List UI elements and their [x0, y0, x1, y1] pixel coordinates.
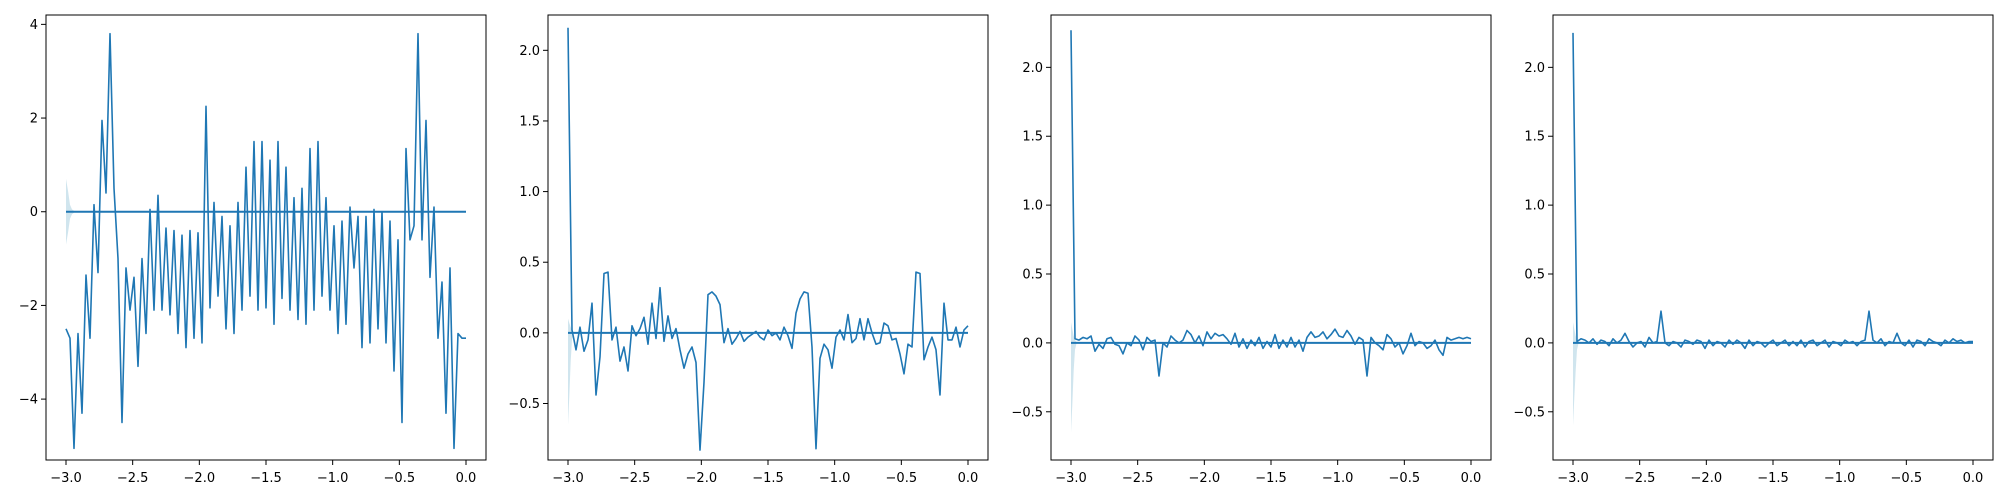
y-tick-label: 1.5	[1022, 130, 1043, 145]
y-tick-label: 2.0	[1022, 61, 1043, 76]
x-tick-label: 0.0	[1461, 471, 1482, 486]
subplot-3: −3.0 −2.5 −2.0 −1.5 −1.0 −0.5 0.0 −0.5 0.0 0.5 1.0…	[1011, 14, 1492, 486]
y-tick-label: 1.0	[1022, 199, 1043, 214]
y-tick-label: −0.5	[508, 397, 540, 412]
x-tick-label: −1.5	[1255, 471, 1287, 486]
uncertainty-band	[568, 318, 574, 425]
y-tick-label: 2.0	[519, 44, 540, 59]
subplot-4: −3.0 −2.5 −2.0 −1.5 −1.0 −0.5 0.0 −0.5 0.0 0.5 1.0…	[1513, 14, 1994, 486]
x-tick-label: −0.5	[384, 471, 416, 486]
subplot-2: −3.0 −2.5 −2.0 −1.5 −1.0 −0.5 0.0 −0.5 0.0 0.5 1.0…	[508, 14, 989, 486]
y-tick-label: 0.5	[1524, 268, 1545, 283]
series-line-noisy	[1572, 32, 1973, 350]
axes-frame	[1552, 14, 1994, 461]
y-tick-label: 2	[30, 112, 38, 127]
y-tick-label: 1.5	[1524, 130, 1545, 145]
x-tick-label: −0.5	[1891, 471, 1923, 486]
x-tick-label: 0.0	[1963, 471, 1984, 486]
x-tick-label: −2.5	[619, 471, 651, 486]
y-tick-label: 4	[30, 18, 38, 33]
x-tick-label: −2.0	[184, 471, 216, 486]
subplot-1: −3.0 −2.5 −2.0 −1.5 −1.0 −0.5 0.0 −4 −2 0 2 4	[19, 14, 487, 486]
y-tick-label: −0.5	[1513, 405, 1545, 420]
x-tick-label: −3.0	[1055, 471, 1087, 486]
y-tick-label: 1.5	[519, 114, 540, 129]
uncertainty-band	[1573, 322, 1579, 426]
x-tick-label: −0.5	[1389, 471, 1421, 486]
x-tick-label: −2.5	[1624, 471, 1656, 486]
y-tick-label: 0.0	[519, 326, 540, 341]
x-tick-label: −1.5	[752, 471, 784, 486]
y-tick-label: 0.5	[519, 256, 540, 271]
y-tick-label: 0.0	[1022, 336, 1043, 351]
y-tick-label: −4	[19, 393, 38, 408]
x-tick-label: −0.5	[886, 471, 918, 486]
x-tick-label: −1.5	[250, 471, 282, 486]
y-tick-label: 1.0	[1524, 199, 1545, 214]
x-tick-label: −1.0	[1322, 471, 1354, 486]
x-tick-label: −2.5	[1122, 471, 1154, 486]
x-tick-label: −2.0	[1189, 471, 1221, 486]
series-line-noisy	[1070, 30, 1472, 377]
x-tick-label: 0.0	[456, 471, 477, 486]
series-line-noisy	[567, 27, 969, 451]
x-tick-label: −3.0	[552, 471, 584, 486]
y-tick-label: −2	[19, 299, 38, 314]
x-tick-label: −2.0	[686, 471, 718, 486]
y-tick-label: 0.0	[1524, 336, 1545, 351]
y-tick-label: 2.0	[1524, 61, 1545, 76]
x-tick-label: −2.5	[117, 471, 149, 486]
x-tick-label: −1.5	[1757, 471, 1789, 486]
x-tick-label: −1.0	[317, 471, 349, 486]
axes-frame	[547, 14, 989, 461]
y-tick-label: 1.0	[519, 185, 540, 200]
y-tick-label: 0	[30, 205, 38, 220]
x-tick-label: −1.0	[819, 471, 851, 486]
x-tick-label: −1.0	[1824, 471, 1856, 486]
axes-frame	[1050, 14, 1492, 461]
series-line-noisy	[65, 32, 466, 450]
uncertainty-band	[1071, 322, 1077, 433]
y-tick-label: −0.5	[1011, 405, 1043, 420]
x-tick-label: 0.0	[958, 471, 979, 486]
x-tick-label: −3.0	[1557, 471, 1589, 486]
y-tick-label: 0.5	[1022, 268, 1043, 283]
x-tick-label: −2.0	[1691, 471, 1723, 486]
x-tick-label: −3.0	[50, 471, 82, 486]
